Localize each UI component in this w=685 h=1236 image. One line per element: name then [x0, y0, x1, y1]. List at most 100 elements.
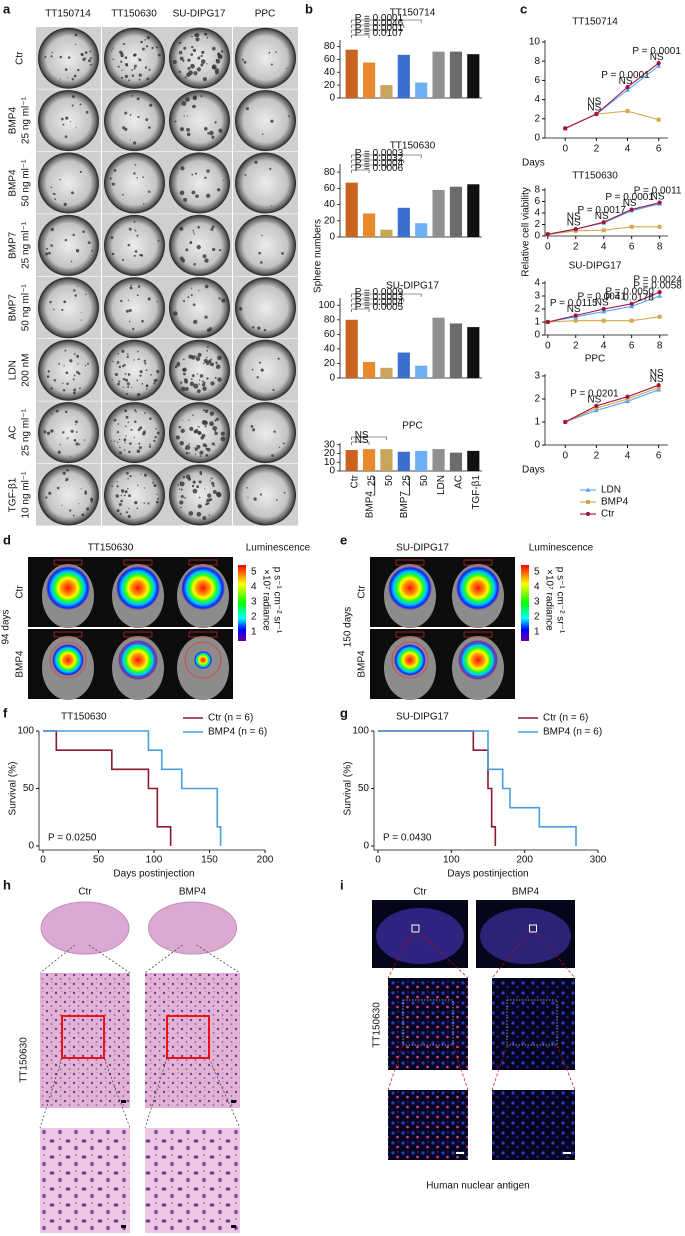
colony — [204, 315, 208, 319]
colony — [130, 284, 133, 287]
colony — [71, 77, 75, 81]
time-label: 150 days — [343, 607, 354, 648]
bar — [432, 317, 445, 378]
colony — [56, 486, 60, 490]
colony — [212, 425, 218, 431]
x-tick-label: Ctr — [349, 474, 360, 488]
row-label: BMP4 — [15, 650, 26, 678]
colony — [207, 502, 210, 505]
colony — [189, 241, 193, 245]
colony — [153, 382, 156, 385]
colony — [69, 120, 72, 123]
colony — [50, 244, 53, 247]
bar — [362, 449, 376, 471]
roi-label — [188, 631, 218, 638]
bar — [362, 62, 376, 98]
colony — [119, 446, 121, 449]
chart-title: TT150630 — [390, 141, 436, 152]
panel-label: h — [3, 877, 11, 892]
colony — [131, 386, 133, 388]
colony — [206, 328, 211, 333]
colony — [116, 363, 118, 365]
colony — [155, 427, 157, 430]
bar — [449, 323, 463, 378]
y-tick-label: 30 — [324, 439, 336, 450]
colony — [137, 428, 141, 432]
x-axis-label: Days — [522, 158, 545, 169]
colony — [174, 120, 177, 123]
colony — [179, 226, 184, 231]
colony — [211, 442, 215, 446]
roi-label — [188, 559, 218, 566]
y-axis-label: Sphere numbers — [313, 219, 324, 293]
colony — [198, 379, 201, 381]
signal — [458, 640, 498, 680]
colony — [124, 409, 128, 413]
bar — [362, 362, 376, 378]
colony — [202, 77, 207, 82]
colony — [182, 475, 186, 479]
marker — [629, 303, 635, 309]
colony — [50, 227, 54, 232]
colony — [189, 381, 195, 387]
colony — [133, 359, 135, 361]
series-line — [565, 389, 659, 423]
bar — [432, 51, 445, 98]
colony — [120, 299, 123, 303]
colony — [202, 443, 207, 447]
colony — [261, 234, 263, 237]
colony — [118, 380, 121, 383]
colony — [124, 425, 127, 428]
p-value: NS — [651, 191, 665, 202]
row-label: 25 ng ml⁻¹ — [21, 96, 32, 144]
colony — [50, 55, 53, 58]
colony — [195, 172, 198, 175]
row-label: AC — [8, 426, 19, 440]
colony — [80, 53, 82, 55]
p-value: NS — [355, 430, 369, 441]
fluorescence — [388, 978, 468, 1070]
column-header: SU-DIPG17 — [173, 9, 226, 20]
colony — [180, 41, 182, 44]
colony — [131, 69, 133, 71]
colony — [201, 50, 205, 55]
bar — [380, 229, 393, 237]
colony — [84, 492, 87, 495]
scale-bar — [231, 1225, 236, 1228]
colony — [263, 328, 267, 332]
colony — [156, 431, 160, 435]
colony — [113, 440, 116, 442]
significance-bracket — [351, 29, 387, 33]
colony — [60, 78, 62, 80]
colony — [128, 450, 131, 454]
colony — [122, 258, 125, 261]
marker — [656, 61, 661, 66]
x-tick-label: 2 — [573, 341, 579, 352]
colony — [70, 260, 73, 263]
y-tick-label: 20 — [324, 215, 336, 226]
bar — [467, 184, 480, 237]
colony — [126, 382, 130, 386]
colony — [90, 500, 93, 503]
y-tick-label: 2 — [534, 304, 540, 315]
colony — [216, 188, 221, 192]
colony — [214, 431, 218, 436]
colony — [192, 48, 197, 53]
colony — [218, 248, 222, 252]
colony — [285, 67, 287, 69]
colony — [123, 363, 126, 367]
column-header: BMP4 — [179, 887, 207, 898]
colony — [55, 409, 59, 413]
colony — [85, 293, 87, 296]
x-tick-label: 0 — [562, 451, 568, 462]
colony — [79, 103, 82, 106]
colony — [156, 301, 158, 303]
marker — [629, 301, 634, 306]
zoom-line — [387, 931, 469, 979]
colony — [61, 504, 63, 506]
colony — [84, 51, 88, 54]
colony — [179, 56, 184, 61]
marker — [625, 397, 630, 401]
signal — [194, 651, 212, 669]
colony — [195, 37, 200, 42]
